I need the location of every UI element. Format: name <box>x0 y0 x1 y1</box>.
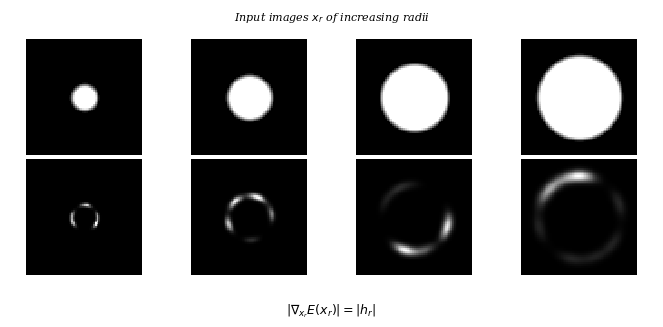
Text: Input images $x_r$ of increasing radii: Input images $x_r$ of increasing radii <box>233 11 430 26</box>
Text: $|\nabla_{x_r} E(x_r)| = |h_r|$: $|\nabla_{x_r} E(x_r)| = |h_r|$ <box>286 303 377 320</box>
